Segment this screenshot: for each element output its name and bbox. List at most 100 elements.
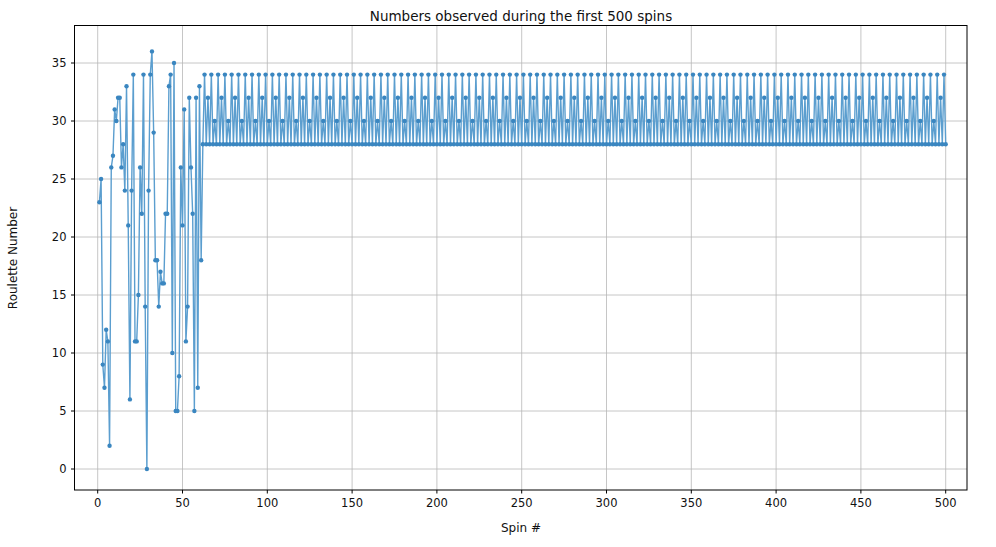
- data-point: [311, 72, 315, 76]
- data-point: [531, 96, 535, 100]
- data-point: [426, 72, 430, 76]
- data-point: [202, 72, 206, 76]
- data-point: [874, 72, 878, 76]
- data-point: [901, 72, 905, 76]
- data-point: [555, 72, 559, 76]
- data-point: [938, 96, 942, 100]
- data-point: [253, 119, 257, 123]
- data-point: [118, 96, 122, 100]
- data-point: [633, 119, 637, 123]
- data-point: [464, 96, 468, 100]
- roulette-spins-figure: 0501001502002503003504004505000510152025…: [0, 0, 996, 547]
- data-point: [816, 96, 820, 100]
- data-point: [806, 72, 810, 76]
- data-point: [491, 96, 495, 100]
- data-point: [223, 72, 227, 76]
- data-point: [915, 72, 919, 76]
- data-point: [112, 107, 116, 111]
- data-point: [921, 72, 925, 76]
- data-point: [820, 72, 824, 76]
- data-point: [216, 72, 220, 76]
- data-point: [487, 72, 491, 76]
- data-point: [742, 119, 746, 123]
- data-point: [759, 72, 763, 76]
- data-point: [184, 339, 188, 343]
- y-tick-label: 0: [59, 462, 66, 476]
- data-point: [131, 72, 135, 76]
- data-point: [664, 72, 668, 76]
- data-point: [447, 72, 451, 76]
- data-point: [559, 96, 563, 100]
- data-point: [562, 72, 566, 76]
- data-point: [603, 72, 607, 76]
- data-point: [99, 177, 103, 181]
- data-point: [477, 96, 481, 100]
- data-point: [226, 119, 230, 123]
- data-point: [413, 72, 417, 76]
- data-point: [877, 119, 881, 123]
- data-point: [167, 84, 171, 88]
- data-point: [345, 72, 349, 76]
- data-point: [372, 72, 376, 76]
- y-tick-label: 25: [52, 172, 67, 186]
- data-point: [148, 72, 152, 76]
- data-point: [294, 119, 298, 123]
- data-point: [358, 72, 362, 76]
- data-point: [888, 72, 892, 76]
- data-point: [270, 72, 274, 76]
- data-point: [106, 339, 110, 343]
- data-point: [769, 119, 773, 123]
- x-tick-label: 0: [94, 496, 101, 510]
- data-point: [932, 119, 936, 123]
- data-point: [263, 72, 267, 76]
- data-point: [406, 72, 410, 76]
- data-point: [219, 96, 223, 100]
- data-point: [436, 96, 440, 100]
- data-point: [138, 165, 142, 169]
- data-point: [694, 96, 698, 100]
- data-point: [776, 96, 780, 100]
- data-point: [942, 72, 946, 76]
- data-point: [182, 107, 186, 111]
- data-point: [508, 72, 512, 76]
- data-point: [606, 119, 610, 123]
- data-point: [738, 72, 742, 76]
- data-point: [470, 119, 474, 123]
- data-point: [443, 119, 447, 123]
- data-point: [172, 61, 176, 65]
- data-point: [107, 444, 111, 448]
- data-point: [135, 339, 139, 343]
- data-point: [725, 72, 729, 76]
- data-point: [338, 72, 342, 76]
- data-point: [762, 96, 766, 100]
- data-point: [847, 72, 851, 76]
- data-point: [123, 188, 127, 192]
- x-axis-label: Spin #: [74, 521, 968, 535]
- data-point: [143, 304, 147, 308]
- data-point: [416, 119, 420, 123]
- data-point: [362, 119, 366, 123]
- data-point: [389, 119, 393, 123]
- data-point: [145, 467, 149, 471]
- data-point: [908, 72, 912, 76]
- data-point: [352, 72, 356, 76]
- data-point: [190, 212, 194, 216]
- data-point: [308, 119, 312, 123]
- data-point: [843, 96, 847, 100]
- x-tick-label: 500: [935, 496, 957, 510]
- data-point: [894, 72, 898, 76]
- data-point: [691, 72, 695, 76]
- data-point: [613, 96, 617, 100]
- data-point: [732, 72, 736, 76]
- data-point: [525, 119, 529, 123]
- x-tick-label: 450: [850, 496, 872, 510]
- data-point: [796, 119, 800, 123]
- data-point: [331, 72, 335, 76]
- data-point: [545, 96, 549, 100]
- data-point: [711, 72, 715, 76]
- data-point: [599, 96, 603, 100]
- x-tick-label: 300: [596, 496, 618, 510]
- y-axis-label: Roulette Number: [6, 138, 20, 378]
- data-point: [136, 293, 140, 297]
- data-point: [284, 72, 288, 76]
